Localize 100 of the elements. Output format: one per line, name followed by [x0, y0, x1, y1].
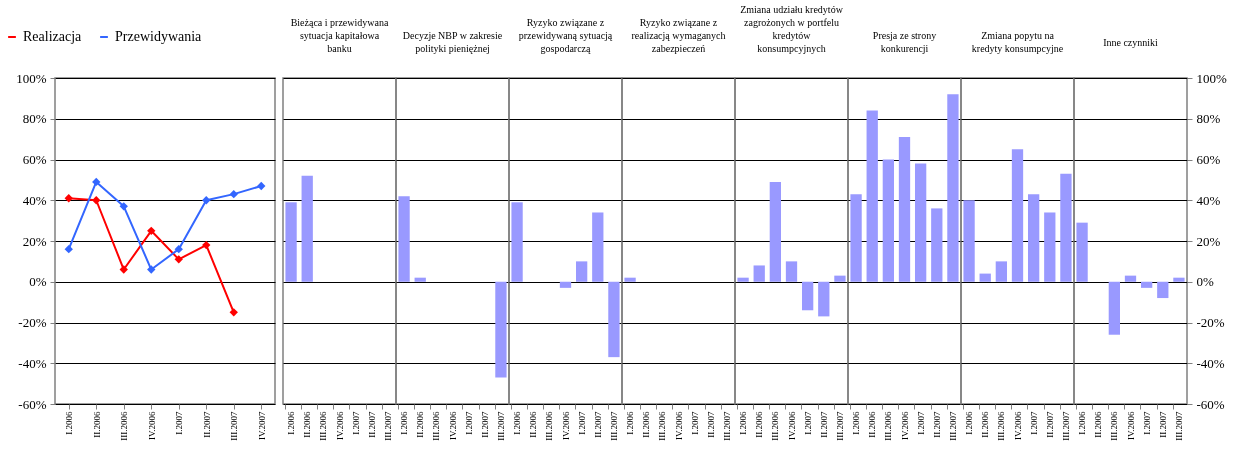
x-tick-label: III.2006 — [883, 411, 894, 441]
x-tick-label: II.2007 — [1044, 411, 1055, 438]
x-tick-label: IV.2006 — [1125, 411, 1136, 441]
x-tick-label: III.2007 — [229, 411, 240, 441]
x-tick-label: II.2006 — [302, 411, 313, 438]
bar — [995, 261, 1008, 282]
legend-label: Realizacja — [23, 29, 83, 44]
x-tick-label: II.2006 — [754, 411, 765, 438]
x-tick-label: I.2006 — [286, 411, 297, 435]
x-tick-label: I.2007 — [689, 411, 700, 435]
bar — [947, 94, 959, 282]
bar — [1027, 194, 1040, 282]
bar — [801, 281, 814, 311]
y-tick-label: 60% — [22, 152, 47, 167]
point — [64, 194, 73, 203]
x-tick-label: IV.2006 — [447, 411, 458, 441]
x-tick-label: II.2006 — [415, 411, 426, 438]
x-tick-label: I.2006 — [64, 411, 75, 435]
x-tick-label: II.2007 — [1157, 411, 1168, 438]
x-tick-label: I.2007 — [174, 411, 185, 435]
x-tick-label: I.2006 — [851, 411, 862, 435]
x-tick-label: III.2007 — [721, 411, 732, 441]
point — [119, 202, 128, 211]
bar — [608, 281, 620, 358]
y-tick-label: 40% — [22, 192, 47, 208]
point — [119, 265, 128, 274]
y-tick-label: -40% — [1196, 355, 1225, 371]
x-tick-label: I.2007 — [1141, 411, 1152, 435]
bar — [834, 275, 846, 282]
x-tick-label: III.2007 — [608, 411, 619, 441]
bar — [1060, 173, 1072, 282]
x-tick-label: III.2007 — [495, 411, 506, 441]
bar — [559, 281, 572, 288]
x-tick-label: II.2007 — [479, 411, 490, 438]
point — [92, 196, 101, 205]
x-tick-label: III.2006 — [431, 411, 442, 441]
bar — [1044, 212, 1056, 282]
x-tick-label: I.2007 — [463, 411, 474, 435]
point — [202, 196, 211, 205]
x-tick-label: III.2006 — [657, 411, 668, 441]
x-tick-label: I.2006 — [512, 411, 523, 435]
x-tick-label: III.2007 — [947, 411, 958, 441]
chart-title: Ryzyko związane z przewidywaną sytuacją gospodarczą — [518, 17, 613, 54]
x-tick-label: IV.2006 — [899, 411, 910, 441]
x-tick-label: III.2006 — [1109, 411, 1120, 441]
y-tick-label: 100% — [1196, 70, 1227, 86]
x-tick-label: I.2006 — [625, 411, 636, 435]
y-tick-label: -60% — [18, 396, 47, 412]
bar — [898, 137, 911, 282]
x-tick-label: II.2007 — [705, 411, 716, 438]
x-tick-label: IV.2006 — [786, 411, 797, 441]
bar — [979, 273, 991, 282]
chart-title: Presja ze strony konkurencji — [872, 30, 937, 54]
bar — [737, 277, 749, 282]
x-tick-label: I.2006 — [738, 411, 749, 435]
x-tick-label: I.2007 — [1028, 411, 1039, 435]
y-tick-label: 0% — [1196, 274, 1214, 290]
x-tick-label: II.2006 — [980, 411, 991, 438]
x-tick-label: III.2007 — [1060, 411, 1071, 441]
y-tick-label: 20% — [1196, 233, 1221, 249]
chart-title: Ryzyko związane z realizacją wymaganych zabezpieczeń — [631, 17, 726, 54]
y-tick-label: -20% — [1196, 315, 1225, 330]
point — [64, 244, 73, 254]
point — [174, 255, 183, 264]
bar — [753, 265, 765, 282]
x-tick-label: I.2007 — [350, 411, 361, 435]
x-tick-label: II.2007 — [818, 411, 829, 438]
x-tick-label: III.2007 — [1173, 411, 1184, 441]
bar — [1157, 281, 1169, 299]
chart-title: Inne czynniki — [1103, 37, 1159, 48]
chart-title: Bieżąca i przewidywana sytuacja kapitałowa banku — [290, 17, 389, 54]
x-tick-label: III.2007 — [834, 411, 845, 441]
bar — [769, 181, 782, 282]
bar — [882, 159, 895, 282]
bar — [818, 281, 830, 317]
point — [229, 308, 238, 317]
x-tick-label: II.2007 — [366, 411, 377, 438]
bar — [850, 194, 862, 282]
x-tick-label: II.2007 — [592, 411, 603, 438]
chart-title: Decyzje NBP w zakresie polityki pieniężnej — [402, 30, 503, 54]
y-tick-label: 80% — [1196, 111, 1221, 127]
point — [147, 265, 156, 274]
x-tick-label: IV.2007 — [256, 411, 267, 441]
bar — [511, 202, 523, 282]
x-tick-label: III.2006 — [119, 411, 130, 441]
bar — [785, 261, 798, 282]
x-tick-label: IV.2006 — [334, 411, 345, 441]
x-tick-label: III.2006 — [770, 411, 781, 441]
bar — [1076, 222, 1088, 282]
bar — [931, 208, 943, 282]
x-tick-label: IV.2006 — [560, 411, 571, 441]
chart-title: Zmiana udziału kredytów zagrożonych w portfelu kredytów konsumpcyjnych — [740, 4, 844, 54]
x-tick-label: II.2006 — [1093, 411, 1104, 438]
x-tick-label: II.2006 — [528, 411, 539, 438]
x-tick-label: II.2007 — [201, 411, 212, 438]
x-tick-label: I.2007 — [802, 411, 813, 435]
bar — [914, 163, 927, 282]
y-tick-label: 80% — [22, 111, 47, 127]
point — [92, 177, 101, 187]
x-tick-label: III.2006 — [318, 411, 329, 441]
